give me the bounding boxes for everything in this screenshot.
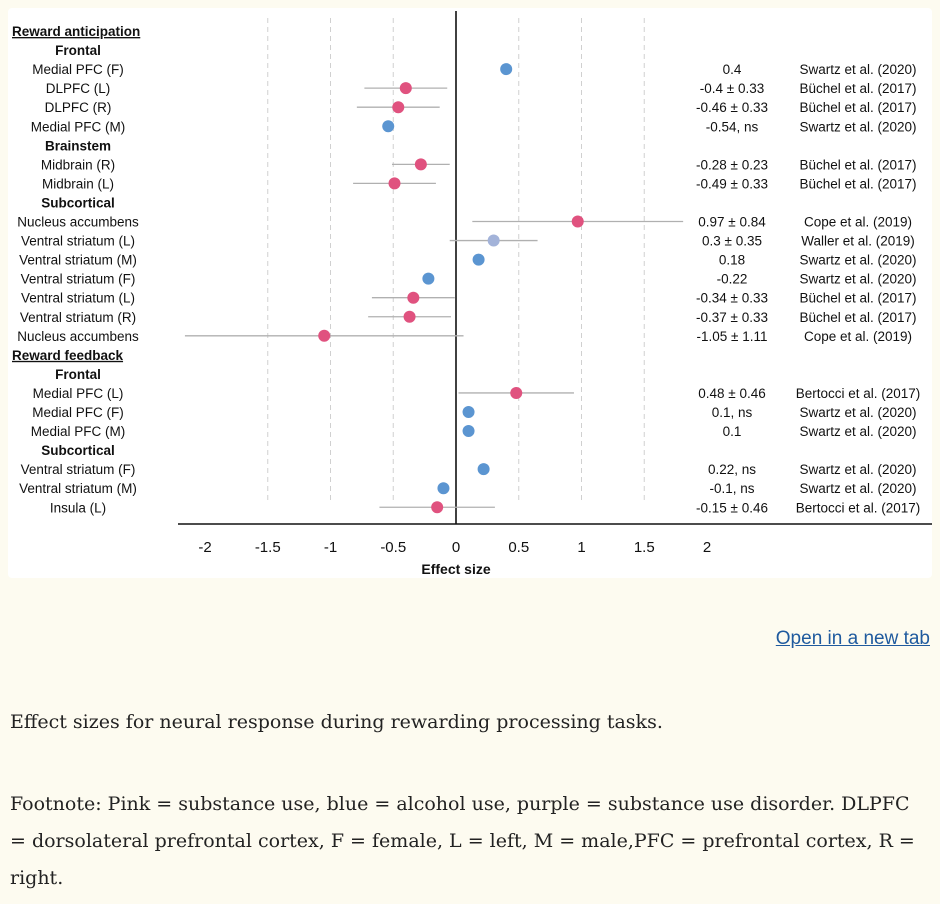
effect-point [392, 101, 405, 114]
row-label: Medial PFC (L) [33, 386, 124, 401]
effect-size-text: 0.97 ± 0.84 [698, 215, 766, 230]
effect-size-text: -1.05 ± 1.11 [697, 329, 768, 344]
x-tick-label: -0.5 [380, 539, 406, 556]
effect-size-text: -0.22 [717, 272, 748, 287]
effect-point [431, 501, 444, 514]
open-in-new-tab-link[interactable]: Open in a new tab [775, 628, 930, 649]
effect-size-text: 0.18 [719, 253, 745, 268]
effect-point [414, 158, 427, 171]
study-citation: Büchel et al. (2017) [799, 81, 916, 96]
study-citation: Bertocci et al. (2017) [796, 386, 921, 401]
group-heading: Brainstem [45, 138, 111, 153]
x-tick-label: 2 [703, 539, 711, 556]
row-label: Ventral striatum (L) [21, 291, 135, 306]
effect-point [318, 329, 331, 342]
effect-point [487, 234, 500, 247]
group-heading: Subcortical [41, 195, 115, 210]
effect-point [462, 425, 475, 438]
study-citation: Büchel et al. (2017) [799, 100, 916, 115]
row-label: Ventral striatum (M) [19, 481, 137, 496]
effect-size-text: 0.4 [723, 62, 742, 77]
row-label: Midbrain (R) [41, 157, 115, 172]
study-citation: Büchel et al. (2017) [799, 310, 916, 325]
x-axis-title: Effect size [421, 561, 490, 577]
row-label: DLPFC (R) [45, 100, 112, 115]
effect-size-text: -0.46 ± 0.33 [696, 100, 768, 115]
study-citation: Swartz et al. (2020) [799, 481, 916, 496]
row-label: Ventral striatum (F) [21, 272, 136, 287]
study-citation: Swartz et al. (2020) [799, 462, 916, 477]
effect-point [510, 386, 523, 399]
study-citation: Büchel et al. (2017) [799, 291, 916, 306]
x-tick-label: 1 [577, 539, 585, 556]
effect-point [399, 82, 412, 95]
effect-size-text: 0.1 [723, 424, 742, 439]
x-tick-label: -2 [198, 539, 211, 556]
effect-size-text: 0.3 ± 0.35 [702, 234, 762, 249]
effect-size-text: 0.1, ns [712, 405, 753, 420]
effect-size-text: 0.48 ± 0.46 [698, 386, 765, 401]
study-citation: Waller et al. (2019) [801, 234, 915, 249]
group-heading: Subcortical [41, 443, 115, 458]
study-citation: Büchel et al. (2017) [799, 157, 916, 172]
study-citation: Cope et al. (2019) [804, 329, 912, 344]
effect-point [437, 482, 450, 495]
effect-size-text: -0.54, ns [706, 119, 759, 134]
effect-point [472, 253, 485, 266]
section-heading: Reward feedback [12, 348, 124, 363]
row-label: Ventral striatum (M) [19, 253, 137, 268]
effect-size-text: -0.37 ± 0.33 [696, 310, 768, 325]
study-citation: Büchel et al. (2017) [799, 176, 916, 191]
study-citation: Bertocci et al. (2017) [796, 500, 921, 515]
study-citation: Swartz et al. (2020) [799, 272, 916, 287]
x-tick-label: -1 [324, 539, 337, 556]
effect-point [462, 406, 475, 418]
row-label: Insula (L) [50, 500, 106, 515]
group-heading: Frontal [55, 367, 101, 382]
effect-point [477, 463, 490, 476]
effect-size-text: -0.15 ± 0.46 [696, 500, 768, 515]
row-label: Ventral striatum (R) [20, 310, 136, 325]
row-label: Midbrain (L) [42, 176, 114, 191]
study-citation: Cope et al. (2019) [804, 215, 912, 230]
effect-size-text: -0.28 ± 0.23 [696, 157, 768, 172]
x-tick-label: 0 [452, 539, 460, 556]
effect-point [500, 63, 513, 76]
group-heading: Frontal [55, 43, 101, 58]
row-label: Medial PFC (M) [31, 119, 126, 134]
row-label: Ventral striatum (F) [21, 462, 136, 477]
figure-footnote: Footnote: Pink = substance use, blue = a… [10, 793, 915, 889]
effect-point [422, 272, 435, 285]
effect-point [407, 291, 420, 304]
study-citation: Swartz et al. (2020) [799, 253, 916, 268]
x-tick-label: 0.5 [508, 539, 529, 556]
row-label: Ventral striatum (L) [21, 234, 135, 249]
row-label: Medial PFC (M) [31, 424, 126, 439]
effect-point [571, 215, 584, 228]
x-tick-label: -1.5 [255, 539, 281, 556]
effect-point [382, 120, 395, 133]
row-label: DLPFC (L) [46, 81, 111, 96]
study-citation: Swartz et al. (2020) [799, 62, 916, 77]
study-citation: Swartz et al. (2020) [799, 119, 916, 134]
row-label: Nucleus accumbens [17, 329, 139, 344]
effect-size-text: -0.49 ± 0.33 [696, 176, 768, 191]
x-tick-label: 1.5 [634, 539, 655, 556]
effect-size-text: 0.22, ns [708, 462, 756, 477]
effect-point [403, 310, 416, 323]
effect-size-text: -0.4 ± 0.33 [700, 81, 764, 96]
effect-size-text: -0.34 ± 0.33 [696, 291, 768, 306]
section-heading: Reward anticipation [12, 24, 140, 39]
row-label: Medial PFC (F) [32, 405, 124, 420]
effect-size-text: -0.1, ns [709, 481, 754, 496]
row-label: Nucleus accumbens [17, 215, 139, 230]
forest-plot: Reward anticipation Frontal Medial PFC (F)… [12, 11, 932, 577]
study-citation: Swartz et al. (2020) [799, 424, 916, 439]
effect-point [388, 177, 401, 190]
figure-card: Reward anticipation Frontal Medial PFC (F)… [8, 8, 932, 578]
study-citation: Swartz et al. (2020) [799, 405, 916, 420]
row-label: Medial PFC (F) [32, 62, 124, 77]
figure-caption: Effect sizes for neural response during … [10, 711, 663, 733]
